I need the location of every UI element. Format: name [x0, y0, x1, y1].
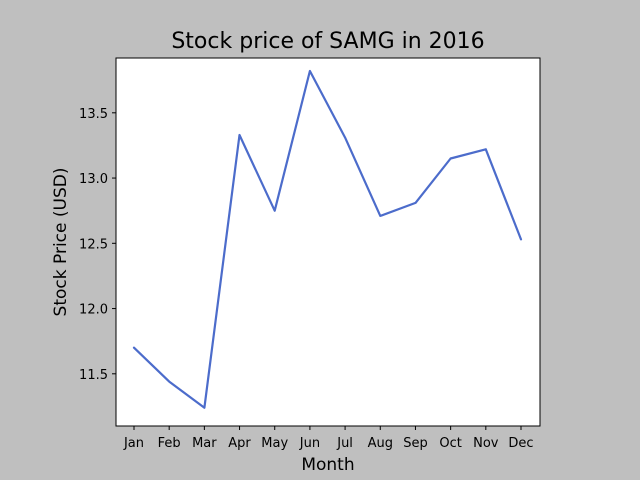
x-tick-label: Feb [158, 436, 181, 451]
x-tick-label: May [261, 436, 288, 451]
y-tick-label: 12.5 [79, 237, 108, 252]
chart-title: Stock price of SAMG in 2016 [171, 29, 484, 54]
series-layer [132, 69, 523, 409]
plot-area [115, 57, 541, 427]
x-tick-label: Nov [473, 436, 499, 451]
y-tick-label: 13.5 [79, 107, 108, 122]
y-tick-label: 11.5 [79, 368, 108, 383]
x-axis: Jan Feb Mar Apr May Jun Jul Aug Sep Oct Nov Dec [123, 426, 534, 451]
x-tick-label: Apr [228, 436, 251, 451]
x-tick-label: Sep [403, 436, 428, 451]
x-axis-label: Month [301, 455, 354, 475]
y-axis-label: Stock Price (USD) [51, 168, 71, 317]
y-tick-label: 13.0 [79, 172, 108, 187]
x-tick-label: Dec [508, 436, 533, 451]
y-axis: 11.5 12.0 12.5 13.0 13.5 [79, 107, 116, 383]
x-tick-label: Mar [192, 436, 217, 451]
x-tick-label: Jul [336, 436, 353, 451]
y-tick-label: 12.0 [79, 303, 108, 318]
x-tick-label: Jun [299, 436, 320, 451]
x-tick-label: Oct [439, 436, 461, 451]
x-tick-label: Aug [368, 436, 393, 451]
x-tick-label: Jan [123, 436, 144, 451]
series-line [132, 69, 523, 409]
